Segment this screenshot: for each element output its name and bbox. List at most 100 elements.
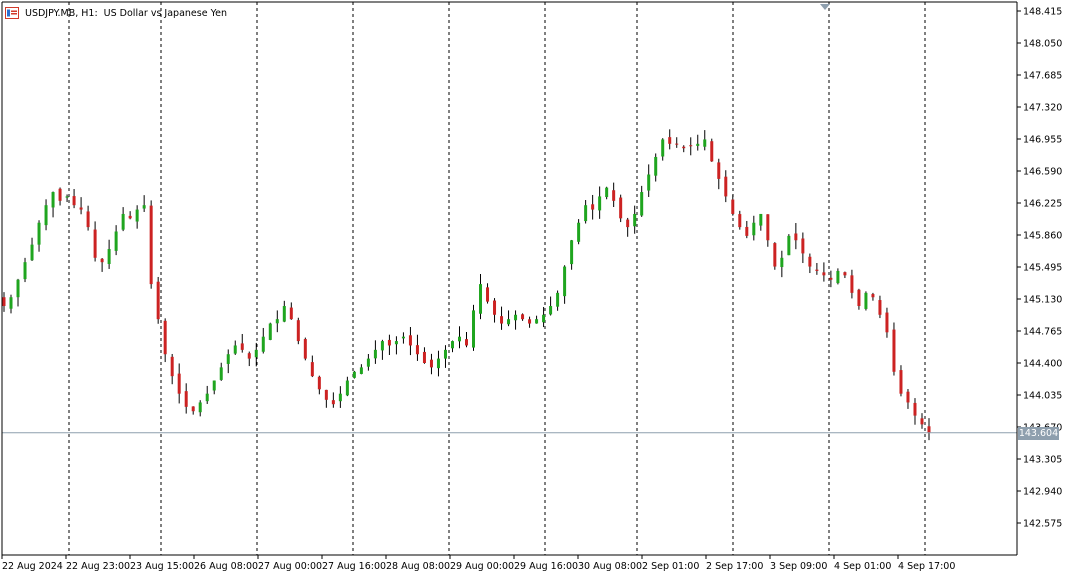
time-tick-label: 4 Sep 01:00 <box>834 561 891 572</box>
bull-candle-body <box>836 270 840 284</box>
bull-candle-body <box>254 349 258 358</box>
bull-candle-body <box>640 192 644 216</box>
price-tick-label: 147.320 <box>1023 103 1062 114</box>
bear-candle-body <box>927 426 931 433</box>
bull-candle-body <box>535 319 539 324</box>
time-tick-label: 28 Aug 08:00 <box>386 561 450 572</box>
bull-candle-body <box>121 213 125 230</box>
bear-candle-body <box>885 312 889 333</box>
chart-axes <box>1 1 1018 556</box>
bear-candle-body <box>801 238 805 254</box>
price-tick-label: 144.035 <box>1023 391 1062 402</box>
price-tick-label: 145.860 <box>1023 231 1062 242</box>
bear-candle-body <box>310 362 314 377</box>
bear-candle-body <box>850 275 854 293</box>
bull-candle-body <box>198 402 202 413</box>
bear-candle-body <box>387 339 391 346</box>
bull-candle-body <box>226 354 230 364</box>
bull-candle-body <box>696 143 700 146</box>
bull-candle-body <box>570 240 574 265</box>
bull-candle-body <box>780 257 784 268</box>
bull-candle-body <box>542 314 546 323</box>
bear-candle-body <box>408 335 412 346</box>
bear-candle-body <box>72 196 76 206</box>
bull-candle-body <box>338 393 342 402</box>
bull-candle-body <box>107 249 111 265</box>
bear-candle-body <box>331 400 335 405</box>
price-tick-label: 144.765 <box>1023 327 1062 338</box>
chart-symbol-label: USDJPY.MB, H1: <box>25 7 98 19</box>
bear-candle-body <box>724 176 728 197</box>
price-scale[interactable]: 148.415 148.050 147.685 147.320 146.955 146.5… <box>1017 7 1062 530</box>
bear-candle-body <box>766 214 770 241</box>
bear-candle-body <box>920 418 924 425</box>
bear-candle-body <box>899 370 903 394</box>
chart-description-label: US Dollar vs Japanese Yen <box>103 7 227 19</box>
price-tick-label: 148.050 <box>1023 39 1062 50</box>
bull-candle-body <box>661 139 665 157</box>
bull-candle-body <box>275 319 279 324</box>
bear-candle-body <box>794 233 798 241</box>
bull-candle-body <box>864 292 868 309</box>
bear-candle-body <box>500 316 504 324</box>
bull-candle-body <box>654 156 658 176</box>
bull-candle-body <box>514 314 518 321</box>
price-tick-label: 144.400 <box>1023 359 1062 370</box>
bear-candle-body <box>415 345 419 355</box>
bear-candle-body <box>296 320 300 342</box>
bull-candle-body <box>647 174 651 191</box>
bull-candle-body <box>584 205 588 222</box>
bull-candle-body <box>450 341 454 349</box>
bear-candle-body <box>149 205 153 285</box>
bull-candle-body <box>373 349 377 359</box>
price-tick-label: 146.955 <box>1023 135 1062 146</box>
bull-candle-body <box>142 205 146 209</box>
price-tick-label: 145.495 <box>1023 263 1062 274</box>
bear-candle-body <box>486 287 490 302</box>
bull-candle-body <box>44 205 48 226</box>
bull-candle-body <box>443 349 447 359</box>
time-tick-label: 2 Sep 01:00 <box>642 561 699 572</box>
bear-candle-body <box>738 214 742 228</box>
bear-candle-body <box>913 402 917 416</box>
bear-candle-body <box>878 300 882 315</box>
bear-candle-body <box>2 297 6 307</box>
bear-candle-body <box>731 199 735 214</box>
bear-candle-body <box>871 294 875 298</box>
time-tick-label: 23 Aug 15:00 <box>130 561 194 572</box>
bull-candle-body <box>114 231 118 251</box>
bull-candle-body <box>556 292 560 307</box>
bull-candle-body <box>135 209 139 222</box>
bull-candle-body <box>9 297 13 309</box>
time-tick-label: 29 Aug 16:00 <box>514 561 578 572</box>
bear-candle-body <box>128 215 132 219</box>
bear-candle-body <box>857 289 861 307</box>
bull-candle-body <box>37 222 41 245</box>
bear-candle-body <box>429 359 433 368</box>
bear-candle-body <box>717 162 721 179</box>
price-tick-label: 142.575 <box>1023 519 1062 530</box>
bear-candle-body <box>177 373 181 394</box>
bull-candle-body <box>605 187 609 198</box>
bull-candle-body <box>703 139 707 147</box>
bear-candle-body <box>247 353 251 359</box>
bear-candle-body <box>815 269 819 271</box>
bull-candle-body <box>563 266 567 297</box>
bull-candle-body <box>479 284 483 314</box>
bear-candle-body <box>675 143 679 145</box>
bull-candle-body <box>366 358 370 367</box>
bull-candle-body <box>549 306 553 315</box>
time-scale[interactable]: 22 Aug 2024 22 Aug 23:00 23 Aug 15:00 26 Au… <box>1 555 955 572</box>
bear-candle-body <box>422 351 426 363</box>
time-tick-label: 30 Aug 08:00 <box>578 561 642 572</box>
time-tick-label: 27 Aug 00:00 <box>258 561 322 572</box>
bear-candle-body <box>773 243 777 267</box>
bear-candle-body <box>591 204 595 210</box>
bear-candle-body <box>303 339 307 359</box>
shift-marker-icon[interactable] <box>820 4 830 10</box>
bear-candle-body <box>289 307 293 320</box>
bull-candle-body <box>598 196 602 211</box>
bear-candle-body <box>612 190 616 201</box>
